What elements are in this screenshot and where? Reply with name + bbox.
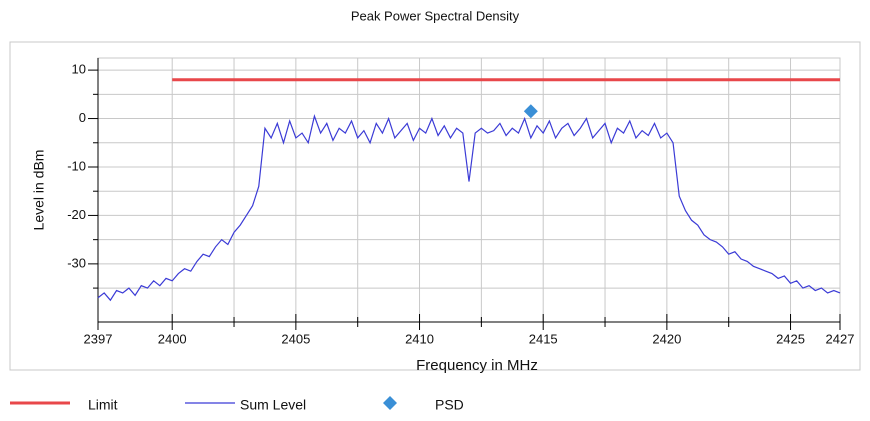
y-tick-label: -10 [67, 158, 86, 173]
psd-marker [523, 104, 538, 119]
legend-label: Sum Level [240, 397, 306, 413]
legend-label: Limit [88, 397, 118, 413]
x-tick-label: 2425 [776, 331, 805, 346]
y-axis-label: Level in dBm [31, 150, 47, 231]
legend-swatch [383, 396, 397, 410]
x-tick-label: 2400 [158, 331, 187, 346]
y-tick-label: 0 [79, 110, 86, 125]
x-axis-label: Frequency in MHz [416, 357, 538, 374]
x-tick-label: 2420 [652, 331, 681, 346]
x-tick-label: 2410 [405, 331, 434, 346]
x-tick-label: 2415 [529, 331, 558, 346]
chart-title: Peak Power Spectral Density [351, 8, 520, 23]
series-line [97, 114, 841, 302]
x-tick-label: 2427 [826, 331, 855, 346]
x-tick-label: 2405 [281, 331, 310, 346]
y-tick-label: 10 [72, 62, 86, 77]
frame [9, 41, 861, 371]
x-tick-label: 2397 [84, 331, 113, 346]
y-tick-label: -20 [67, 207, 86, 222]
y-tick-label: -30 [67, 255, 86, 270]
legend-label: PSD [435, 397, 464, 413]
